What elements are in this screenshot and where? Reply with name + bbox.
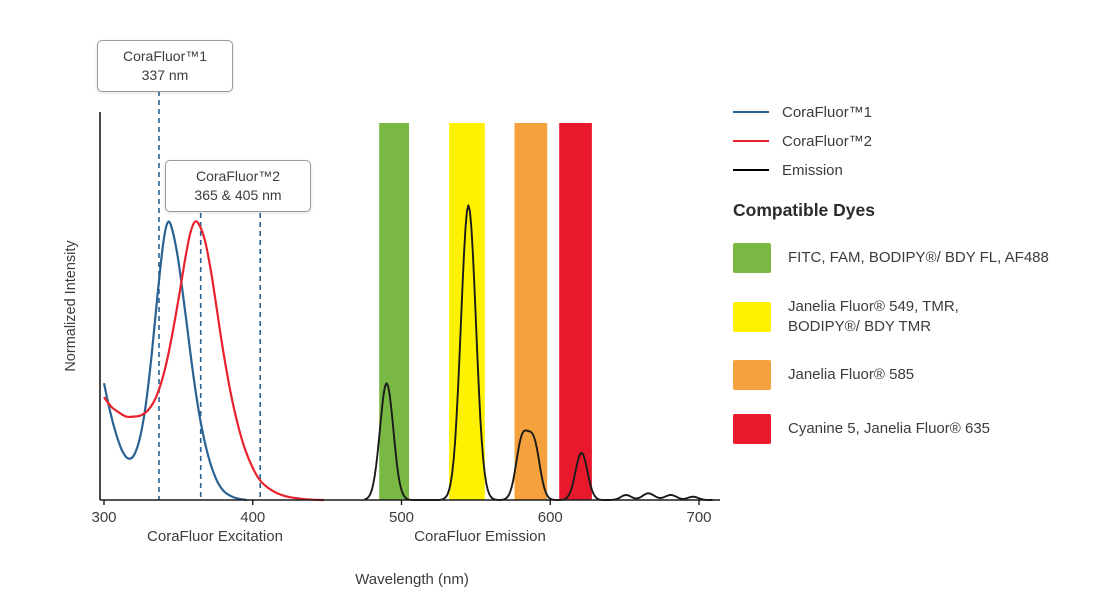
x-tick-label: 400 [240, 509, 265, 526]
legend-item-corafluor1: CoraFluor™1 [733, 103, 1103, 121]
callout-corafluor1-title: CoraFluor™1 [122, 48, 208, 64]
dye-label: Cyanine 5, Janelia Fluor® 635 [788, 420, 991, 438]
legend-label: CoraFluor™2 [782, 132, 873, 150]
dye-item-red: Cyanine 5, Janelia Fluor® 635 [733, 414, 1103, 444]
legend-panel: CoraFluor™1 CoraFluor™2 Emission Compati… [733, 103, 1103, 468]
filter-band [514, 123, 548, 500]
x-tick-label: 300 [91, 509, 116, 526]
callout-corafluor1: CoraFluor™1 337 nm [97, 40, 233, 92]
x-axis-label: Wavelength (nm) [355, 571, 469, 588]
spectra-chart: 300 400 500 600 700 Normalized Intensity Cor… [63, 82, 720, 588]
legend-item-emission: Emission [733, 161, 1103, 179]
series-legend: CoraFluor™1 CoraFluor™2 Emission [733, 103, 1103, 179]
legend-item-corafluor2: CoraFluor™2 [733, 132, 1103, 150]
callout-corafluor1-value: 337 nm [141, 66, 189, 83]
orange-filter-swatch [733, 360, 771, 390]
dye-label: FITC, FAM, BODIPY®/ BDY FL, AF488 [788, 249, 1049, 267]
corafluor1-excitation-curve [102, 220, 247, 502]
dye-item-orange: Janelia Fluor® 585 [733, 360, 1103, 390]
x-ticks-group: 300 400 500 600 700 [91, 500, 712, 526]
compatible-dyes-heading: Compatible Dyes [733, 200, 875, 220]
dye-label: Janelia Fluor® 549, TMR, BODIPY®/ BDY TM… [788, 298, 959, 335]
corafluor1-line-swatch [733, 110, 769, 114]
axes-group [99, 112, 720, 501]
callout-corafluor2: CoraFluor™2 365 & 405 nm [165, 160, 311, 212]
emission-line-swatch [733, 168, 769, 172]
dye-label: Janelia Fluor® 585 [788, 366, 915, 384]
x-sublabel-emission: CoraFluor Emission [414, 528, 546, 545]
x-tick-label: 600 [538, 509, 563, 526]
callout-corafluor2-value: 365 & 405 nm [194, 186, 282, 203]
corafluor2-excitation-curve [103, 220, 325, 502]
callout-corafluor2-title: CoraFluor™2 [195, 168, 281, 184]
green-filter-swatch [733, 243, 771, 273]
x-sublabel-excitation: CoraFluor Excitation [147, 528, 283, 545]
legend-label: Emission [782, 161, 843, 179]
x-tick-label: 500 [389, 509, 414, 526]
excitation-guides-group [158, 82, 262, 500]
corafluor2-line-swatch [733, 139, 769, 143]
dye-item-yellow: Janelia Fluor® 549, TMR, BODIPY®/ BDY TM… [733, 297, 1103, 336]
x-tick-label: 700 [686, 509, 711, 526]
red-filter-swatch [733, 414, 771, 444]
filter-bands-group [379, 123, 592, 500]
dye-item-green: FITC, FAM, BODIPY®/ BDY FL, AF488 [733, 243, 1103, 273]
yellow-filter-swatch [733, 301, 771, 332]
y-axis-label: Normalized Intensity [63, 240, 79, 372]
legend-label: CoraFluor™1 [782, 103, 873, 121]
filter-band [559, 123, 592, 500]
